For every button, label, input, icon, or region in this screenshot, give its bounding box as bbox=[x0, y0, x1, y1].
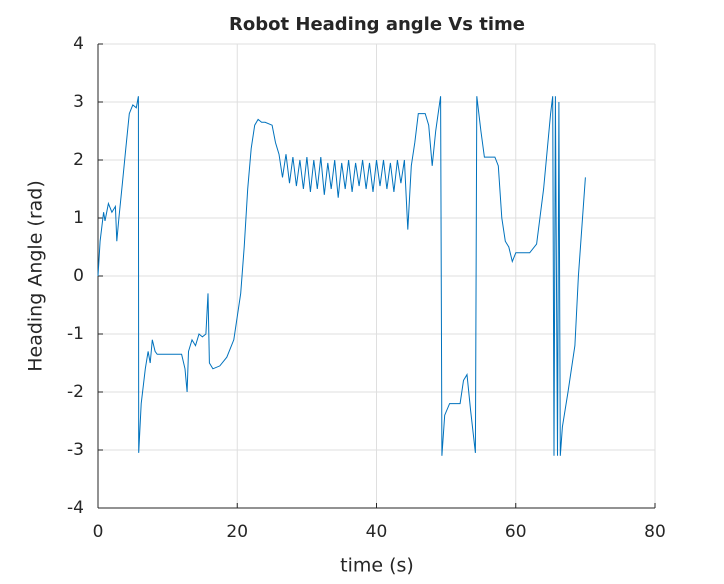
x-axis-label: time (s) bbox=[340, 555, 414, 577]
y-tick-label: -3 bbox=[67, 440, 84, 460]
x-tick-label: 60 bbox=[505, 522, 527, 542]
y-tick-label: -2 bbox=[67, 382, 84, 402]
x-tick-label: 40 bbox=[366, 522, 388, 542]
x-tick-label: 0 bbox=[93, 522, 104, 542]
data-line bbox=[97, 96, 586, 456]
x-tick-label: 20 bbox=[226, 522, 248, 542]
y-axis-label: Heading Angle (rad) bbox=[25, 180, 47, 372]
x-tick-label: 80 bbox=[644, 522, 666, 542]
y-tick-label: 0 bbox=[73, 266, 84, 286]
chart-title: Robot Heading angle Vs time bbox=[229, 14, 525, 35]
y-tick-label: -4 bbox=[67, 498, 84, 518]
y-tick-label: 4 bbox=[73, 34, 84, 54]
y-tick-label: 1 bbox=[73, 208, 84, 228]
y-tick-label: 3 bbox=[73, 92, 84, 112]
y-tick-label: -1 bbox=[67, 324, 84, 344]
y-tick-label: 2 bbox=[73, 150, 84, 170]
